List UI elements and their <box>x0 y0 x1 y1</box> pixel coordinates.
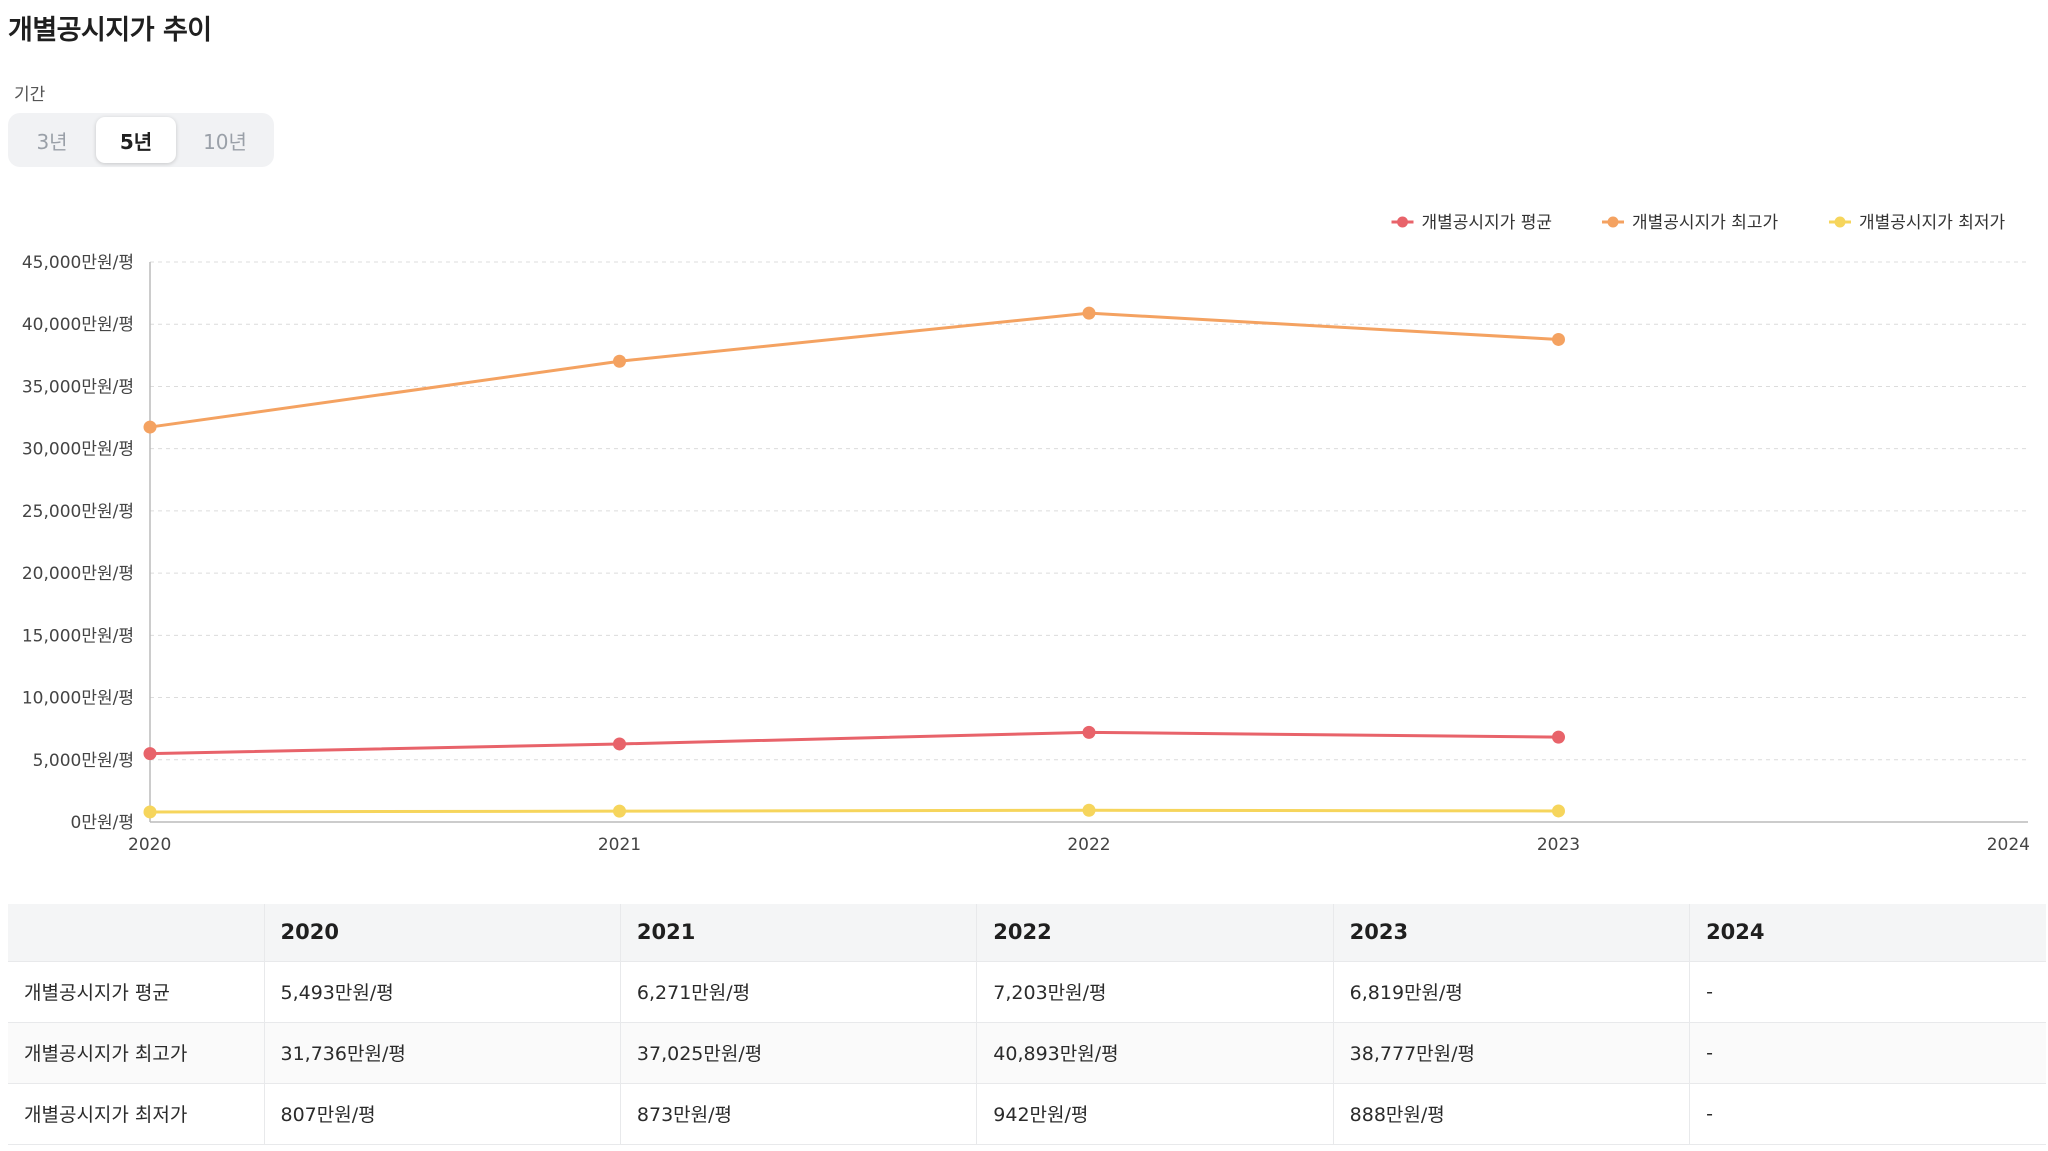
x-tick-label: 2024 <box>1987 835 2030 855</box>
page-title: 개별공시지가 추이 <box>8 15 212 46</box>
period-10y-button[interactable]: 10년 <box>180 117 270 163</box>
period-3y-button[interactable]: 3년 <box>12 117 92 163</box>
legend-item-2[interactable]: 개별공시지가 최고가 <box>1632 213 1779 233</box>
row-label: 개별공시지가 평균 <box>8 961 264 1023</box>
y-tick-label: 10,000만원/평 <box>22 689 134 709</box>
table-cell: 873만원/평 <box>619 1083 977 1145</box>
data-point <box>143 805 157 819</box>
data-point <box>143 420 157 434</box>
data-point <box>613 354 626 368</box>
price-line-chart: 0만원/평 5,000만원/평 10,000만원/평 15,000만원/평 20,000… <box>22 213 2030 855</box>
series-line-1 <box>149 730 1559 756</box>
data-point <box>1552 804 1565 818</box>
series-line-3 <box>149 808 1559 814</box>
price-data-table: 2020 2021 2022 2023 2024 개별공시지가 평균 5,493… <box>8 904 2046 1145</box>
x-tick-label: 2020 <box>128 835 171 855</box>
data-point <box>1082 725 1096 739</box>
table-cell: 942만원/평 <box>976 1083 1334 1145</box>
data-point <box>1552 730 1565 744</box>
table-header-cell: 2020 <box>263 904 621 962</box>
table-cell: - <box>1689 961 2046 1023</box>
period-5y-button[interactable]: 5년 <box>96 117 176 163</box>
table-row: 개별공시지가 평균 5,493만원/평 6,271만원/평 7,203만원/평 … <box>8 961 2046 1023</box>
row-label: 개별공시지가 최저가 <box>8 1083 264 1145</box>
legend-item-3[interactable]: 개별공시지가 최저가 <box>1859 213 2006 233</box>
y-tick-label: 45,000만원/평 <box>22 253 134 273</box>
legend-marker-dot <box>1834 216 1846 228</box>
x-tick-label: 2021 <box>598 835 641 855</box>
table-cell: - <box>1689 1022 2046 1084</box>
table-cell: 6,819만원/평 <box>1332 961 1690 1023</box>
y-tick-label: 40,000만원/평 <box>22 315 134 335</box>
data-point <box>613 737 626 751</box>
data-point <box>1552 332 1565 346</box>
data-point <box>1082 306 1096 320</box>
row-label: 개별공시지가 최고가 <box>8 1022 264 1084</box>
period-label: 기간 <box>14 85 46 105</box>
table-header-cell: 2022 <box>976 904 1334 962</box>
legend-marker-dot <box>1397 216 1408 228</box>
x-tick-label: 2022 <box>1067 835 1110 855</box>
y-tick-label: 20,000만원/평 <box>22 564 134 584</box>
y-tick-label: 5,000만원/평 <box>33 751 134 771</box>
table-row: 개별공시지가 최고가 31,736만원/평 37,025만원/평 40,893만… <box>8 1022 2046 1084</box>
data-point <box>613 804 626 818</box>
table-cell: 31,736만원/평 <box>263 1022 621 1084</box>
y-tick-label: 15,000만원/평 <box>22 626 134 646</box>
y-tick-label: 35,000만원/평 <box>22 377 134 397</box>
table-cell: 6,271만원/평 <box>619 961 977 1023</box>
table-header-cell <box>8 904 264 962</box>
legend-item-1[interactable]: 개별공시지가 평균 <box>1422 213 1553 233</box>
table-header-cell: 2024 <box>1689 904 2046 962</box>
table-cell: 5,493만원/평 <box>263 961 621 1023</box>
y-tick-label: 0만원/평 <box>71 813 134 833</box>
table-header-cell: 2023 <box>1332 904 1690 962</box>
data-point <box>143 747 157 761</box>
table-cell: 37,025만원/평 <box>619 1022 977 1084</box>
x-tick-label: 2023 <box>1537 835 1580 855</box>
table-cell: 888만원/평 <box>1332 1083 1690 1145</box>
table-cell: 40,893만원/평 <box>976 1022 1334 1084</box>
table-cell: - <box>1689 1083 2046 1145</box>
period-selector: 3년 5년 10년 <box>8 113 274 167</box>
table-cell: 7,203만원/평 <box>976 961 1334 1023</box>
series-line-2 <box>149 311 1559 429</box>
table-row: 개별공시지가 최저가 807만원/평 873만원/평 942만원/평 888만원… <box>8 1083 2046 1145</box>
table-cell: 807만원/평 <box>263 1083 621 1145</box>
y-tick-label: 25,000만원/평 <box>22 502 134 522</box>
data-point <box>1082 803 1096 817</box>
table-cell: 38,777만원/평 <box>1332 1022 1690 1084</box>
legend-marker-dot <box>1607 216 1619 228</box>
y-tick-label: 30,000만원/평 <box>22 440 134 460</box>
table-header-row: 2020 2021 2022 2023 2024 <box>8 904 2046 962</box>
table-header-cell: 2021 <box>619 904 977 962</box>
